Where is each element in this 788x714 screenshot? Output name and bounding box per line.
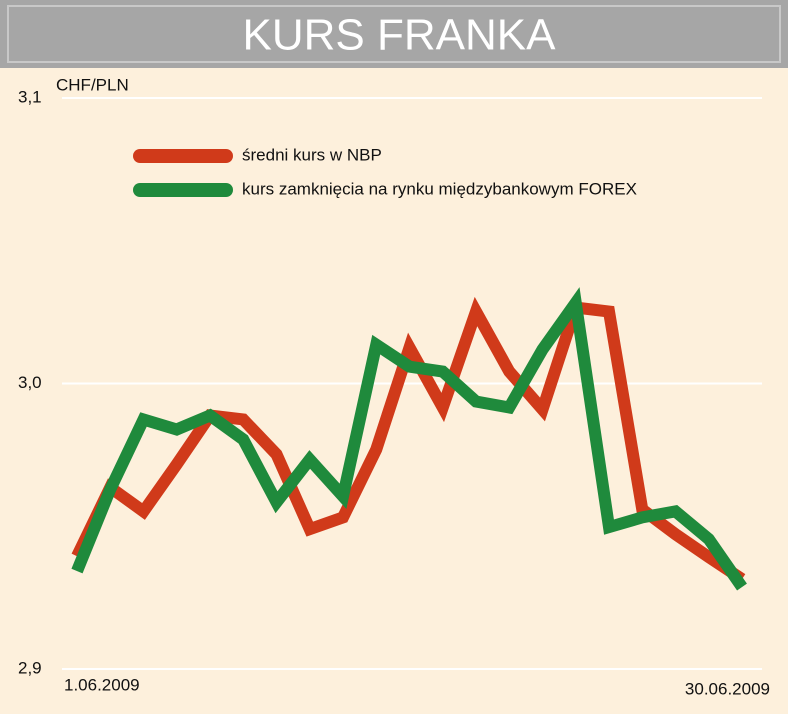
title-frame: [7, 5, 781, 63]
x-tick-label: 1.06.2009: [64, 675, 140, 694]
legend-label: kurs zamknięcia na rynku międzybankowym …: [242, 179, 637, 198]
series-line: [71, 296, 746, 585]
legend-label: średni kurs w NBP: [242, 145, 382, 164]
x-tick-label: 30.06.2009: [685, 679, 770, 698]
y-axis-label: CHF/PLN: [56, 75, 129, 94]
y-tick-label: 3,0: [18, 373, 42, 392]
y-tick-label: 2,9: [18, 658, 42, 677]
series-line: [71, 287, 747, 591]
title-banner: [0, 0, 788, 68]
chart-title: KURS FRANKA: [243, 11, 557, 60]
y-tick-label: 3,1: [18, 87, 42, 106]
